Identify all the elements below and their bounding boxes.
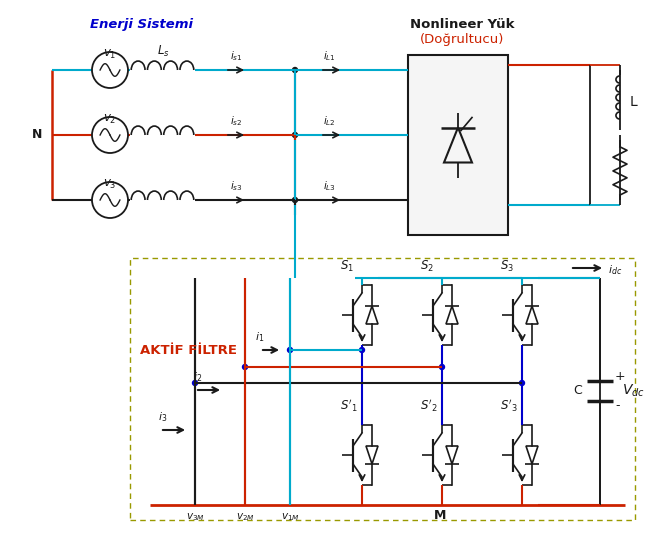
Text: $v_2$: $v_2$	[103, 113, 117, 126]
Text: $v_{2M}$: $v_{2M}$	[235, 511, 254, 523]
Circle shape	[519, 381, 525, 385]
Text: $S_3$: $S_3$	[500, 259, 514, 274]
Text: $S'_3$: $S'_3$	[500, 398, 517, 414]
Text: $S'_1$: $S'_1$	[340, 398, 358, 414]
Circle shape	[293, 132, 297, 138]
Text: $v_1$: $v_1$	[103, 48, 117, 61]
Circle shape	[287, 347, 293, 353]
Text: $S_2$: $S_2$	[420, 259, 434, 274]
Text: +: +	[615, 369, 625, 383]
Text: $i_2$: $i_2$	[193, 370, 202, 384]
Text: $i_3$: $i_3$	[158, 410, 167, 424]
Text: M: M	[434, 509, 446, 522]
Text: $S'_2$: $S'_2$	[420, 398, 438, 414]
Text: (Doğrultucu): (Doğrultucu)	[420, 33, 504, 46]
Text: $V_{dc}$: $V_{dc}$	[622, 383, 645, 399]
Text: N: N	[32, 129, 42, 142]
Text: AKTİF FİLTRE: AKTİF FİLTRE	[140, 344, 237, 356]
Text: $i_{s2}$: $i_{s2}$	[230, 114, 243, 128]
Text: $i_{s3}$: $i_{s3}$	[230, 179, 243, 193]
Text: Nonlineer Yük: Nonlineer Yük	[410, 18, 514, 31]
Bar	[408, 55, 508, 235]
Text: $i_{L3}$: $i_{L3}$	[323, 179, 336, 193]
Text: $i_{L1}$: $i_{L1}$	[323, 49, 336, 63]
Text: $i_{L2}$: $i_{L2}$	[323, 114, 336, 128]
Text: -: -	[615, 399, 619, 413]
Text: $i_{s1}$: $i_{s1}$	[230, 49, 243, 63]
Text: L: L	[630, 95, 638, 109]
Text: $v_3$: $v_3$	[103, 178, 117, 191]
Bar	[130, 258, 635, 520]
Circle shape	[293, 68, 297, 72]
Text: $i_{dc}$: $i_{dc}$	[608, 263, 622, 277]
Text: Enerji Sistemi: Enerji Sistemi	[90, 18, 193, 31]
Circle shape	[440, 364, 445, 369]
Text: C: C	[573, 384, 582, 398]
Text: $i_1$: $i_1$	[255, 330, 264, 344]
Circle shape	[360, 347, 364, 353]
Text: $v_{1M}$: $v_{1M}$	[281, 511, 299, 523]
Circle shape	[192, 381, 198, 385]
Circle shape	[293, 197, 297, 203]
Text: $L_s$: $L_s$	[157, 44, 169, 59]
Circle shape	[243, 364, 248, 369]
Text: $v_{3M}$: $v_{3M}$	[186, 511, 204, 523]
Text: $S_1$: $S_1$	[340, 259, 354, 274]
